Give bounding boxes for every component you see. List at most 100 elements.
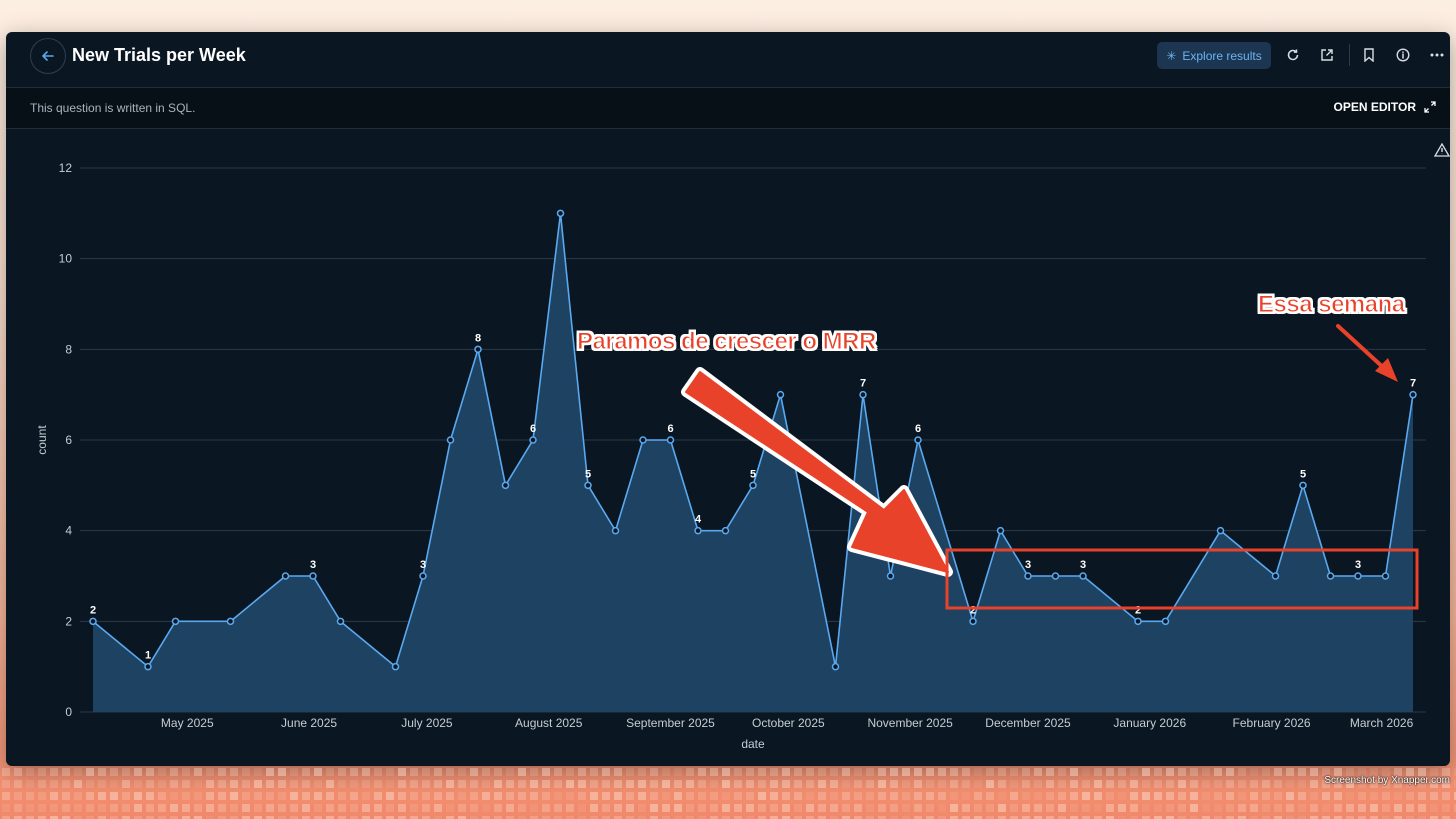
mosaic-tile — [602, 816, 610, 819]
mosaic-tile — [1226, 816, 1234, 819]
mosaic-tile — [566, 804, 574, 812]
refresh-icon[interactable] — [1284, 46, 1302, 64]
mosaic-tile — [254, 792, 262, 800]
data-label: 7 — [1410, 378, 1416, 390]
mosaic-tile — [650, 804, 658, 812]
mosaic-tile — [542, 780, 550, 788]
mosaic-tile — [290, 792, 298, 800]
data-label: 3 — [310, 559, 316, 571]
bookmark-icon[interactable] — [1360, 46, 1378, 64]
mosaic-tile — [674, 816, 682, 819]
mosaic-tile — [338, 816, 346, 819]
mosaic-tile — [1298, 780, 1306, 788]
mosaic-tile — [38, 816, 46, 819]
mosaic-tile — [86, 780, 94, 788]
mosaic-tile — [422, 804, 430, 812]
mosaic-tile — [242, 768, 250, 776]
mosaic-tile — [1058, 768, 1066, 776]
mosaic-tile — [1238, 780, 1246, 788]
mosaic-tile — [470, 804, 478, 812]
mosaic-tile — [1178, 780, 1186, 788]
mosaic-tile — [470, 816, 478, 819]
open-editor-button[interactable]: OPEN EDITOR — [1334, 100, 1436, 114]
mosaic-tile — [974, 792, 982, 800]
data-point — [831, 662, 840, 671]
mosaic-tile — [1130, 768, 1138, 776]
mosaic-tile — [146, 768, 154, 776]
mosaic-tile — [554, 768, 562, 776]
mosaic-tile — [350, 780, 358, 788]
data-label: 5 — [1300, 468, 1306, 480]
mosaic-tile — [434, 780, 442, 788]
mosaic-tile — [974, 816, 982, 819]
mosaic-tile — [158, 804, 166, 812]
mosaic-tile — [1034, 768, 1042, 776]
mosaic-tile — [38, 780, 46, 788]
mosaic-tile — [1190, 768, 1198, 776]
mosaic-tile — [1166, 816, 1174, 819]
mosaic-tile — [1250, 816, 1258, 819]
mosaic-tile — [746, 792, 754, 800]
info-icon[interactable] — [1394, 46, 1412, 64]
mosaic-tile — [938, 816, 946, 819]
more-icon[interactable] — [1428, 46, 1446, 64]
mosaic-tile — [1334, 804, 1342, 812]
mosaic-tile — [218, 804, 226, 812]
mosaic-tile — [1166, 780, 1174, 788]
mosaic-tile — [482, 816, 490, 819]
data-point — [1024, 572, 1032, 580]
mosaic-tile — [422, 816, 430, 819]
mosaic-tile — [890, 780, 898, 788]
mosaic-tile — [326, 804, 334, 812]
mosaic-tile — [110, 816, 118, 819]
mosaic-tile — [182, 816, 190, 819]
mosaic-tile — [350, 804, 358, 812]
mosaic-tile — [1454, 780, 1456, 788]
x-tick-label: August 2025 — [515, 716, 583, 730]
mosaic-tile — [278, 816, 286, 819]
mosaic-tile — [38, 768, 46, 776]
mosaic-tile — [26, 780, 34, 788]
explore-results-button[interactable]: ✳ Explore results — [1157, 42, 1271, 69]
mosaic-tile — [842, 768, 850, 776]
mosaic-tile — [1286, 816, 1294, 819]
question-header: New Trials per Week ✳ Explore results — [6, 32, 1450, 88]
mosaic-tile — [794, 780, 802, 788]
mosaic-tile — [62, 816, 70, 819]
mosaic-tile — [494, 780, 502, 788]
mosaic-tile — [518, 804, 526, 812]
mosaic-tile — [326, 816, 334, 819]
back-button[interactable] — [30, 38, 66, 74]
mosaic-tile — [1082, 804, 1090, 812]
mosaic-tile — [806, 804, 814, 812]
mosaic-tile — [1298, 768, 1306, 776]
mosaic-tile — [446, 792, 454, 800]
data-point — [721, 526, 730, 535]
warning-icon[interactable] — [1433, 142, 1450, 162]
mosaic-tile — [458, 768, 466, 776]
y-tick-label: 4 — [65, 524, 72, 538]
mosaic-tile — [974, 804, 982, 812]
mosaic-tile — [62, 804, 70, 812]
mosaic-tile — [26, 768, 34, 776]
mosaic-tile — [698, 804, 706, 812]
external-link-icon[interactable] — [1318, 46, 1336, 64]
mosaic-tile — [890, 804, 898, 812]
mosaic-tile — [1022, 816, 1030, 819]
mosaic-tile — [566, 816, 574, 819]
mosaic-tile — [110, 780, 118, 788]
mosaic-tile — [626, 792, 634, 800]
mosaic-tile — [530, 768, 538, 776]
mosaic-tile — [806, 792, 814, 800]
mosaic-tile — [758, 780, 766, 788]
mosaic-tile — [686, 768, 694, 776]
mosaic-tile — [1274, 804, 1282, 812]
mosaic-tile — [590, 816, 598, 819]
mosaic-tile — [1130, 792, 1138, 800]
mosaic-tile — [1034, 780, 1042, 788]
mosaic-tile — [506, 780, 514, 788]
mosaic-tile — [950, 780, 958, 788]
mosaic-tile — [1082, 816, 1090, 819]
mosaic-tile — [1010, 768, 1018, 776]
x-tick-label: July 2025 — [401, 716, 453, 730]
